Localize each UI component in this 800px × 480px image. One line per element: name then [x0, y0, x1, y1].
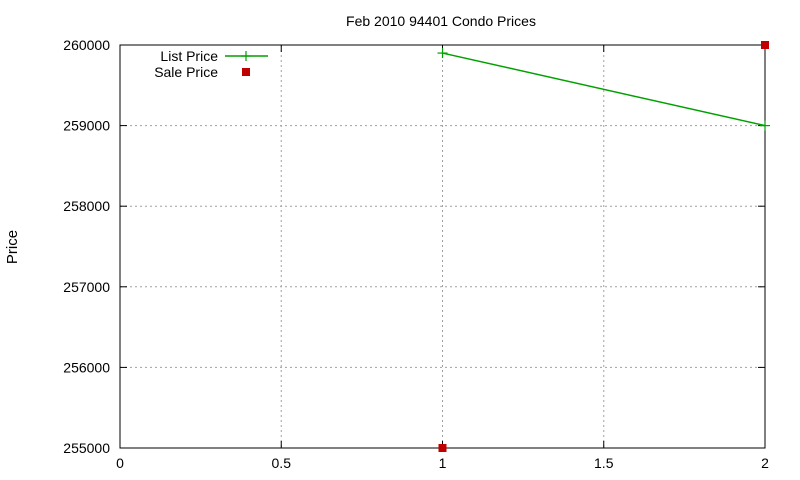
- x-tick-label: 2: [761, 455, 769, 471]
- tick-labels: 0 0.5 1 1.5 2 255000 256000 257000 258000 259000 2…: [63, 37, 769, 471]
- data-point: [438, 444, 447, 452]
- y-tick-label: 257000: [63, 279, 110, 295]
- y-tick-label: 258000: [63, 198, 110, 214]
- legend-label: List Price: [160, 48, 218, 64]
- series-sale-price: [438, 41, 769, 452]
- data-point: [761, 41, 769, 49]
- y-axis-label: Price: [4, 230, 21, 264]
- legend-marker: [242, 68, 250, 76]
- chart-title: Feb 2010 94401 Condo Prices: [346, 13, 536, 29]
- grid: [120, 45, 765, 448]
- y-tick-label: 256000: [63, 359, 110, 375]
- y-tick-label: 260000: [63, 37, 110, 53]
- series: [437, 41, 770, 452]
- series-line: [442, 52, 766, 127]
- legend-marker: [241, 51, 251, 61]
- y-tick-label: 255000: [63, 440, 110, 456]
- x-tick-label: 0.5: [272, 455, 292, 471]
- x-tick-label: 1.5: [594, 455, 614, 471]
- data-point: [760, 120, 770, 131]
- y-tick-label: 259000: [63, 118, 110, 134]
- data-point: [437, 48, 448, 59]
- x-tick-label: 1: [439, 455, 447, 471]
- legend-label: Sale Price: [154, 64, 218, 80]
- x-tick-label: 0: [116, 455, 124, 471]
- series-list-price: [437, 48, 770, 131]
